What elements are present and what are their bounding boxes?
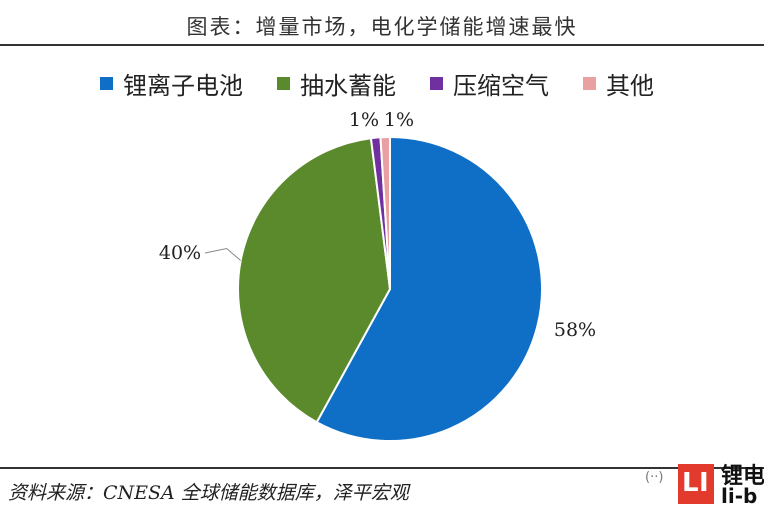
pie-slice-li-ion <box>315 135 543 442</box>
top-divider <box>0 44 764 46</box>
legend-label: 其他 <box>606 71 654 100</box>
legend-swatch <box>277 76 290 90</box>
watermark-line2: li-b <box>721 484 758 508</box>
data-label-li-ion: 58% <box>554 319 596 341</box>
legend-swatch <box>430 76 443 90</box>
logo-letter-l: L <box>682 468 699 498</box>
legend-item-other: 其他 <box>583 66 654 101</box>
source-note: 资料来源：CNESA 全球储能数据库，泽平宏观 <box>8 482 409 504</box>
watermark-logo: L I <box>678 464 714 504</box>
leader-line-pumped-hydro <box>204 247 242 261</box>
legend-item-li-ion: 锂离子电池 <box>100 66 243 101</box>
data-label-pumped-hydro: 40% <box>159 242 201 264</box>
legend-label: 锂离子电池 <box>123 71 243 100</box>
chart-title: 图表：增量市场，电化学储能增速最快 <box>186 15 578 39</box>
legend-label: 压缩空气 <box>453 71 549 100</box>
watermark: (··) L I 锂电 li-b <box>645 456 764 509</box>
legend-item-compressed-air: 压缩空气 <box>430 66 549 101</box>
logo-letter-i: I <box>699 468 709 498</box>
legend-swatch <box>583 76 596 90</box>
chart-legend: 锂离子电池 抽水蓄能 压缩空气 其他 <box>100 66 688 100</box>
pie-slice-other <box>379 135 391 290</box>
data-label-compressed-air: 1% <box>349 109 379 131</box>
watermark-line1: 锂电 <box>721 464 764 489</box>
legend-item-pumped-hydro: 抽水蓄能 <box>277 66 396 101</box>
wechat-icon: (··) <box>645 470 664 485</box>
pie-slice-pumped-hydro <box>237 137 392 424</box>
legend-label: 抽水蓄能 <box>300 71 396 100</box>
legend-swatch <box>100 76 113 90</box>
data-label-other: 1% <box>384 109 414 131</box>
bottom-divider <box>0 467 764 469</box>
